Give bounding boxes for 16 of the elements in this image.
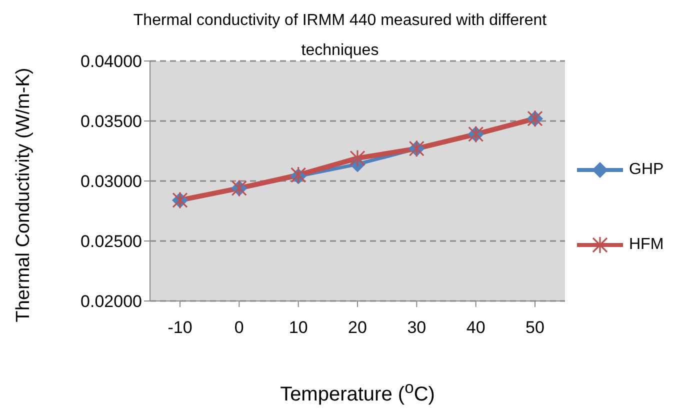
x-tick-label: 20 (348, 318, 367, 338)
x-tick-label: -10 (168, 318, 192, 338)
x-tick-label: 10 (288, 318, 308, 338)
y-tick-label: 0.03000 (80, 172, 142, 192)
x-tick-label: 50 (526, 318, 544, 338)
x-axis-title: Temperature ($^{o}$C) (279, 378, 436, 407)
x-tick-label: 30 (407, 318, 426, 338)
y-tick-label: 0.02000 (80, 292, 142, 312)
point (350, 149, 366, 167)
x-tick-label: 40 (466, 318, 486, 338)
y-axis-title: Thermal Conductivity (W/m-K) (13, 68, 35, 322)
legend-label: GHP (629, 161, 664, 179)
legend-label: HFM (629, 236, 664, 254)
y-tick-label: 0.02500 (80, 232, 142, 252)
x-tick-label: 0 (234, 318, 244, 338)
y-tick-label: 0.03500 (80, 112, 142, 132)
